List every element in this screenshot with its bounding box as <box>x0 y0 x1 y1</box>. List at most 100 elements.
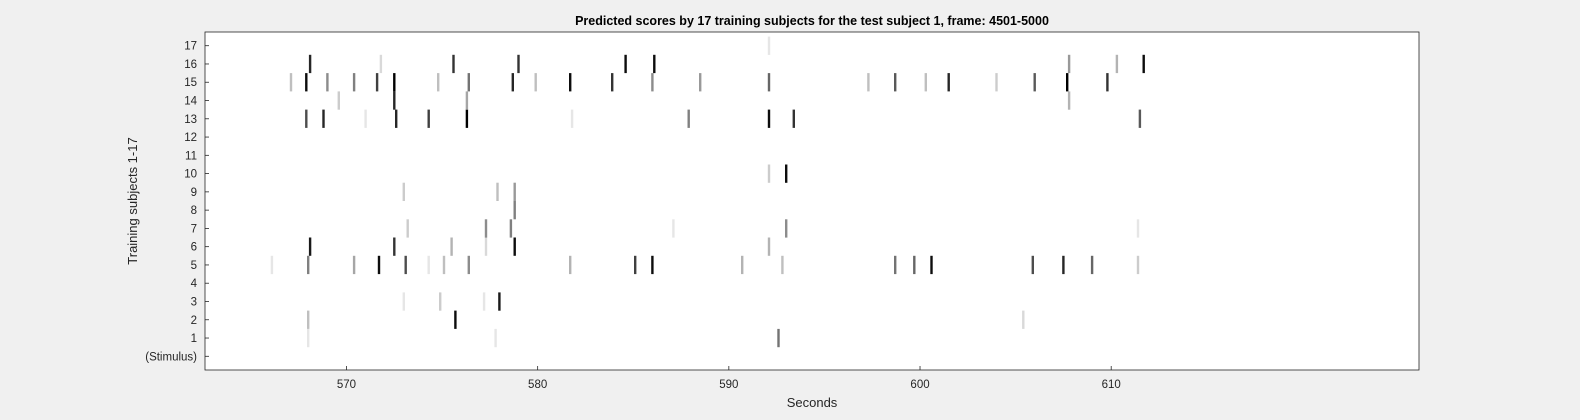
score-mark <box>322 109 325 128</box>
score-mark <box>930 255 933 275</box>
score-mark <box>767 36 771 55</box>
score-mark <box>653 54 656 74</box>
score-mark <box>442 255 446 275</box>
score-mark <box>513 201 516 220</box>
score-mark <box>484 237 488 256</box>
x-tick-label: 600 <box>910 379 929 391</box>
x-tick-label: 610 <box>1102 379 1121 391</box>
y-tick-label: 5 <box>191 260 197 272</box>
score-mark <box>947 73 950 92</box>
score-mark <box>513 182 516 201</box>
score-mark <box>1066 73 1069 92</box>
score-mark <box>513 237 516 256</box>
score-mark <box>924 73 927 92</box>
score-mark <box>452 54 455 74</box>
score-mark <box>634 255 637 275</box>
y-tick-label: 8 <box>191 205 197 217</box>
score-mark <box>326 73 329 92</box>
score-mark <box>1033 73 1036 92</box>
y-tick-label: 16 <box>184 59 197 71</box>
y-tick-label: 3 <box>191 296 197 308</box>
score-mark <box>569 73 572 92</box>
score-mark <box>308 237 312 256</box>
score-mark <box>402 182 405 201</box>
y-tick-label: (Stimulus) <box>145 351 197 363</box>
y-tick-label: 15 <box>184 77 197 89</box>
score-mark <box>352 255 356 275</box>
y-tick-label: 17 <box>184 41 197 53</box>
score-mark <box>687 109 690 128</box>
y-tick-label: 1 <box>191 333 197 345</box>
score-mark <box>393 73 396 92</box>
score-mark <box>404 255 407 275</box>
score-mark <box>767 237 771 256</box>
score-mark <box>534 73 537 92</box>
score-mark <box>377 255 381 275</box>
score-mark <box>308 54 312 74</box>
score-mark <box>305 73 308 92</box>
y-tick-label: 6 <box>191 242 197 254</box>
score-mark <box>498 292 501 311</box>
score-mark <box>395 109 398 128</box>
score-mark <box>1067 54 1071 74</box>
score-mark <box>894 255 897 275</box>
score-mark <box>454 310 457 329</box>
y-tick-label: 2 <box>191 315 197 327</box>
score-mark <box>517 54 520 74</box>
score-mark <box>913 255 916 275</box>
score-mark <box>337 91 340 110</box>
score-mark <box>785 164 788 183</box>
score-mark <box>450 237 453 256</box>
y-tick-label: 9 <box>191 187 197 199</box>
score-mark <box>484 219 488 238</box>
score-mark <box>1136 255 1140 275</box>
score-mark <box>1022 310 1025 329</box>
score-mark <box>777 328 780 348</box>
x-tick-label: 590 <box>719 379 738 391</box>
y-tick-label: 10 <box>184 169 197 181</box>
score-mark <box>1062 255 1065 275</box>
score-mark <box>402 292 405 311</box>
x-axis-label: Seconds <box>787 395 838 410</box>
y-tick-label: 12 <box>184 132 197 144</box>
score-mark <box>1090 255 1094 275</box>
score-mark <box>699 73 702 92</box>
score-mark <box>393 237 396 256</box>
score-mark <box>672 219 675 238</box>
marks-layer <box>270 36 1145 348</box>
score-mark <box>624 54 627 74</box>
score-mark <box>509 219 513 238</box>
score-mark <box>995 73 998 92</box>
score-mark <box>496 182 499 201</box>
score-mark <box>465 109 469 128</box>
y-tick-label: 4 <box>191 278 198 290</box>
score-mark <box>867 73 870 92</box>
plot-frame <box>204 31 1420 371</box>
score-mark <box>393 91 396 110</box>
score-mark <box>767 73 771 92</box>
y-tick-label: 11 <box>185 150 197 162</box>
score-mark <box>467 255 470 275</box>
score-mark <box>375 73 379 92</box>
score-mark <box>427 255 430 275</box>
y-tick-label: 7 <box>191 223 197 235</box>
score-mark <box>511 73 514 92</box>
x-tick-label: 580 <box>528 379 547 391</box>
score-mark <box>307 255 310 275</box>
score-mark <box>781 255 784 275</box>
score-mark <box>1136 219 1140 238</box>
score-mark <box>570 109 574 128</box>
score-mark <box>1106 73 1109 92</box>
score-mark <box>741 255 744 275</box>
score-mark <box>406 219 409 238</box>
score-mark <box>439 292 442 311</box>
score-mark <box>651 255 654 275</box>
score-mark <box>785 219 788 238</box>
score-mark <box>894 73 897 92</box>
score-mark <box>767 164 771 183</box>
y-axis-label: Training subjects 1-17 <box>125 137 140 264</box>
score-mark <box>792 109 795 128</box>
score-mark <box>494 328 497 348</box>
